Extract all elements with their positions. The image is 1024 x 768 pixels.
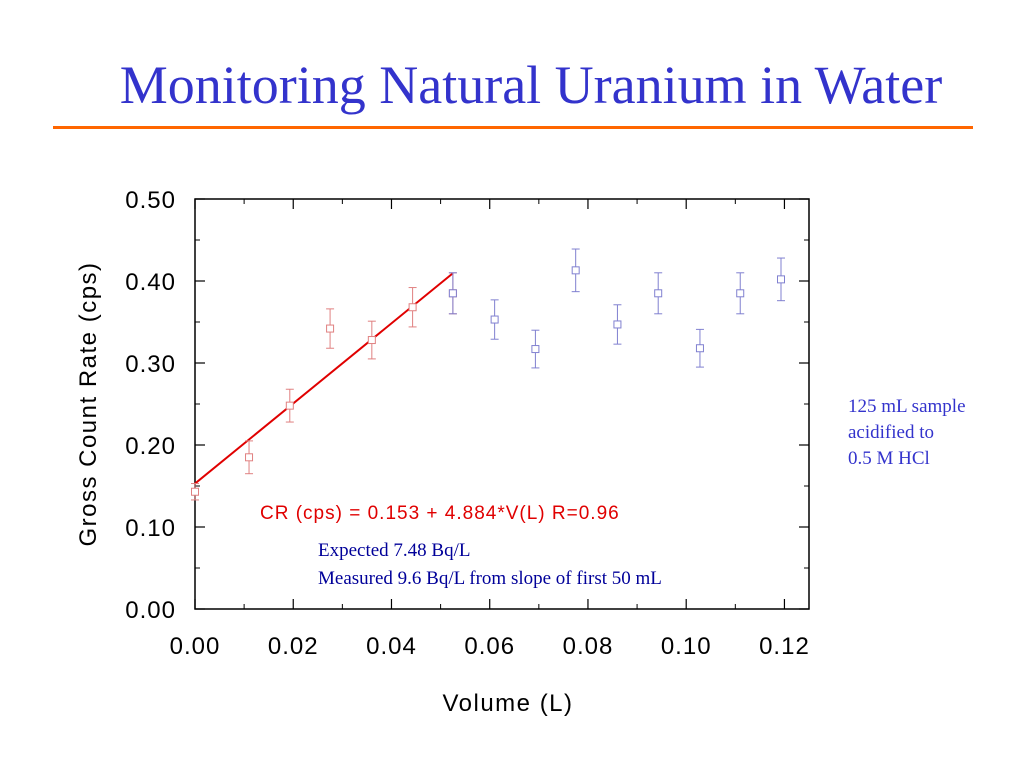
data-point xyxy=(736,289,745,298)
x-tick-label: 0.04 xyxy=(366,633,417,660)
data-point xyxy=(408,303,417,312)
y-tick-label: 0.10 xyxy=(125,515,176,542)
sample-note-line: acidified to xyxy=(848,422,934,443)
y-tick-label: 0.20 xyxy=(125,433,176,460)
title-underline xyxy=(53,126,973,129)
y-tick-label: 0.30 xyxy=(125,351,176,378)
y-tick-labels: 0.00 0.10 0.20 0.30 0.40 0.50 xyxy=(125,187,176,624)
axis-ticks xyxy=(194,198,809,610)
x-tick-label: 0.00 xyxy=(170,633,221,660)
sample-note-line: 125 mL sample xyxy=(848,396,966,417)
measured-activity-note: Measured 9.6 Bq/L from slope of first 50… xyxy=(318,568,662,589)
data-point xyxy=(367,336,376,345)
data-point xyxy=(654,289,663,298)
y-tick-label: 0.50 xyxy=(125,187,176,214)
x-tick-label: 0.08 xyxy=(563,633,614,660)
data-point xyxy=(571,266,580,275)
data-point xyxy=(326,324,335,333)
x-tick-label: 0.12 xyxy=(759,633,810,660)
data-point xyxy=(490,315,499,324)
data-point xyxy=(777,275,786,284)
sample-note: 125 mL sample acidified to 0.5 M HCl xyxy=(848,394,966,472)
x-axis-title: Volume (L) xyxy=(442,690,573,717)
x-tick-label: 0.02 xyxy=(268,633,319,660)
slide-title: Monitoring Natural Uranium in Water xyxy=(119,55,943,115)
x-tick-label: 0.10 xyxy=(661,633,712,660)
data-point xyxy=(191,487,199,496)
data-point xyxy=(695,344,704,353)
y-tick-label: 0.40 xyxy=(125,269,176,296)
y-tick-label: 0.00 xyxy=(125,597,176,624)
expected-activity-note: Expected 7.48 Bq/L xyxy=(318,540,471,561)
data-points xyxy=(191,248,786,501)
x-tick-label: 0.06 xyxy=(464,633,515,660)
y-axis-title: Gross Count Rate (cps) xyxy=(75,261,102,546)
data-point xyxy=(448,289,457,298)
fit-equation: CR (cps) = 0.153 + 4.884*V(L) R=0.96 xyxy=(260,503,620,524)
data-point xyxy=(531,345,540,354)
data-point xyxy=(613,320,622,329)
data-point xyxy=(245,453,254,462)
sample-note-line: 0.5 M HCl xyxy=(848,448,930,469)
data-point xyxy=(285,401,294,410)
x-tick-labels: 0.00 0.02 0.04 0.06 0.08 0.10 0.12 xyxy=(170,633,810,660)
